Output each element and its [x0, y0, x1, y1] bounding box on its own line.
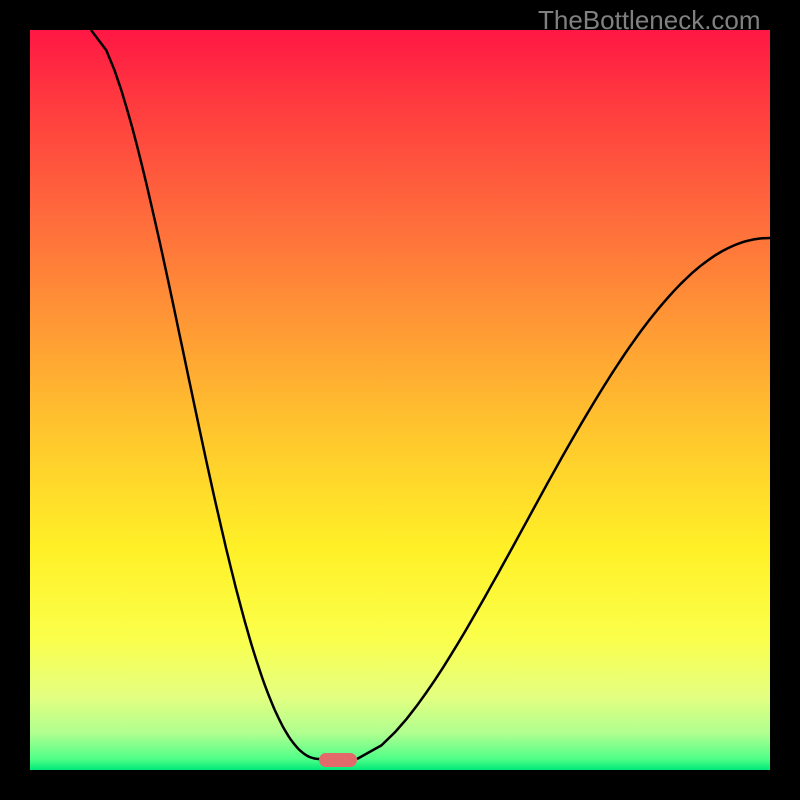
plot-area [30, 30, 770, 770]
bottleneck-marker [319, 753, 357, 767]
gradient-and-curve-svg [30, 30, 770, 770]
watermark-text: TheBottleneck.com [538, 5, 761, 36]
gradient-background [30, 30, 770, 770]
